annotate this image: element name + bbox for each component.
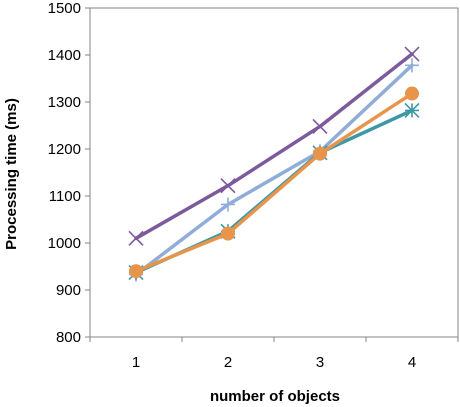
- x-tick-label: 4: [408, 354, 416, 371]
- series-line: [134, 91, 414, 273]
- data-point: [128, 230, 144, 246]
- y-tick-label: 1300: [48, 94, 81, 111]
- y-tick-label: 1200: [48, 141, 81, 158]
- axes: 800 900 1000 1100 1200 1300 1400 1500 1 2 3 4: [48, 0, 459, 371]
- series-line: [134, 52, 414, 241]
- y-tick-label: 1400: [48, 47, 81, 64]
- data-point: [221, 197, 235, 212]
- y-tick-label: 1100: [49, 188, 81, 205]
- data-point: [405, 86, 419, 101]
- y-tick-label: 800: [56, 329, 81, 346]
- series-group: [128, 46, 420, 282]
- x-tick-label: 1: [132, 354, 140, 371]
- plot-area-border: [89, 7, 459, 338]
- data-point: [404, 102, 420, 119]
- x-tick-label: 2: [224, 354, 232, 371]
- y-tick-label: 900: [56, 282, 81, 299]
- series-line: [134, 63, 414, 277]
- y-tick-label: 1000: [48, 235, 81, 252]
- data-point: [220, 178, 236, 194]
- y-tick-label: 1500: [48, 0, 81, 17]
- y-axis-title: Processing time (ms): [3, 98, 20, 250]
- data-point: [129, 264, 143, 279]
- x-tick-label: 3: [316, 354, 324, 371]
- x-axis-title: number of objects: [210, 388, 340, 405]
- series-2: [129, 58, 419, 282]
- series-4: [129, 86, 419, 279]
- data-point: [404, 46, 420, 62]
- data-point: [405, 58, 419, 73]
- data-point: [313, 146, 327, 161]
- series-1: [128, 46, 420, 246]
- data-point: [221, 226, 235, 241]
- data-point: [312, 118, 328, 135]
